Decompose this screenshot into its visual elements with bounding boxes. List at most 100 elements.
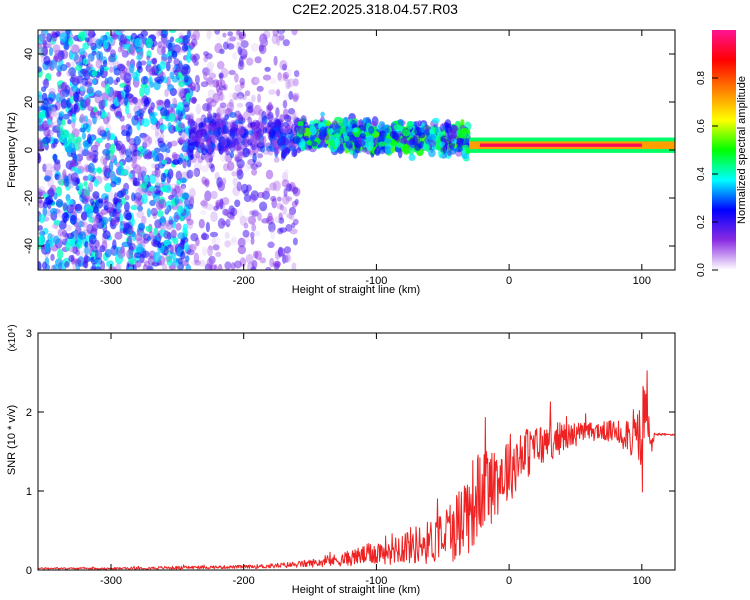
spectrogram-cell (82, 122, 89, 130)
spectrogram-cell (79, 115, 87, 124)
spectrogram-cell (106, 130, 111, 142)
spectrogram-cell (251, 94, 256, 103)
spectrogram-cell (103, 40, 109, 50)
spectrogram-cell (237, 245, 247, 255)
spectrogram-y-tick-label: -20 (23, 190, 35, 206)
spectrogram-cell (225, 218, 231, 228)
spectrogram-cell (190, 169, 200, 176)
spectrogram-cell (95, 59, 103, 69)
spectrogram-cell (87, 133, 92, 144)
spectrogram-cell (229, 129, 236, 139)
spectrogram-cell (53, 235, 60, 245)
spectrogram-cell (142, 264, 148, 270)
spectrogram-cell (140, 83, 148, 89)
spectrogram-cell (168, 170, 174, 178)
spectrogram-cell (271, 33, 279, 45)
spectrogram-cell (285, 224, 293, 232)
spectrogram-cell (151, 239, 158, 247)
spectrogram-cell (188, 126, 197, 132)
spectrogram-cell (206, 129, 214, 135)
spectrogram-cell (437, 131, 444, 137)
spectrogram-cell (62, 113, 70, 120)
spectrogram-cell (159, 132, 165, 142)
spectrogram-cell (85, 97, 91, 107)
spectrogram-cell (340, 126, 346, 134)
spectrogram-cell (80, 221, 86, 227)
spectrogram-cell (272, 30, 279, 37)
spectrogram-cell (150, 234, 155, 241)
spectrogram-cell (296, 147, 302, 154)
spectrogram-cell (322, 119, 328, 125)
spectrogram-cell (71, 85, 79, 93)
spectrogram-cell (136, 200, 142, 207)
spectrogram-cell (237, 60, 245, 71)
spectrogram-cell (67, 133, 76, 144)
spectrogram-cell (139, 87, 145, 98)
spectrogram-cell (229, 36, 237, 42)
spectrogram-cell (117, 63, 125, 70)
spectrogram-cell (75, 61, 83, 67)
spectrogram-cell (159, 75, 165, 82)
spectrogram-cell (38, 152, 41, 164)
spectrogram-cell (250, 133, 256, 145)
spectrogram-cell (38, 261, 42, 270)
spectrogram-cell (55, 124, 61, 134)
spectrogram-cell (268, 89, 277, 95)
spectrogram-cell (92, 106, 98, 113)
spectrogram-cell (117, 165, 123, 173)
spectrogram-cell (211, 134, 216, 140)
spectrogram-x-ticks: -300 -200 -100 0 100 (100, 30, 651, 287)
spectrogram-cell (235, 119, 243, 124)
spectrogram-cell (319, 126, 328, 138)
spectrogram-cell (171, 229, 177, 239)
spectrogram-cell (259, 38, 267, 46)
spectrogram-cell (262, 74, 272, 81)
spectrogram-cell (159, 60, 167, 70)
spectrogram-cell (42, 206, 48, 217)
colorbar-tick-label: 0.2 (696, 215, 707, 229)
spectrogram-cell (41, 30, 46, 38)
spectrogram-cell (74, 203, 82, 212)
spectrogram-cell (462, 144, 469, 150)
spectrogram-cell (156, 30, 161, 37)
spectrogram-cell (163, 248, 169, 255)
spectrogram-cell (292, 186, 299, 195)
spectrogram-y-ticks: -40 -20 0 20 40 (23, 48, 675, 254)
spectrogram-cell (209, 231, 219, 238)
spectrogram-cell (147, 136, 153, 145)
spectrogram-cell (44, 242, 50, 253)
spectrogram-cell (334, 137, 339, 147)
spectrogram-cell (61, 119, 66, 126)
spectrogram-cell (174, 185, 181, 194)
spectrogram-cell (284, 114, 292, 123)
spectrogram-cell (249, 121, 257, 128)
spectrogram-cell (38, 46, 46, 56)
spectrogram-cell (52, 61, 58, 69)
spectrogram-cell (227, 161, 235, 172)
spectrogram-cell (109, 66, 114, 73)
spectrogram-cell (221, 177, 227, 186)
spectrogram-cell (47, 118, 52, 126)
spectrogram-cell (139, 166, 148, 177)
spectrogram-cell (126, 249, 134, 260)
spectrogram-cell (250, 190, 259, 201)
spectrogram-cell (41, 92, 48, 102)
spectrogram-cell (259, 201, 268, 212)
spectrogram-cell (461, 128, 470, 135)
spectrogram-cell (397, 118, 404, 126)
spectrogram-cell (254, 56, 262, 64)
spectrogram-cell (137, 172, 144, 181)
spectrogram-cell (176, 120, 182, 127)
spectrogram-cell (273, 156, 280, 163)
spectrogram-cell (352, 127, 359, 133)
spectrogram-cell (225, 137, 231, 143)
spectrogram-cell (87, 182, 94, 193)
spectrogram-cell (115, 111, 123, 117)
spectrogram-cell (378, 121, 386, 132)
spectrogram-cell (212, 244, 220, 251)
spectrogram-cell (110, 248, 116, 255)
spectrogram-y-tick-label: 20 (23, 96, 35, 108)
spectrogram-cell (45, 109, 50, 118)
spectrogram-cell (83, 247, 92, 256)
spectrogram-cell (145, 37, 153, 49)
